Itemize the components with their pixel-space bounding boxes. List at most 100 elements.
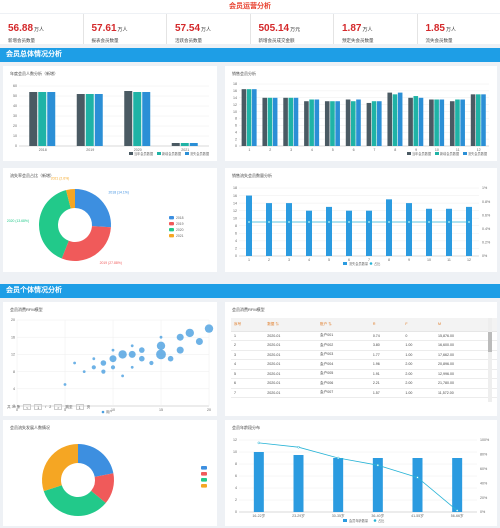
monthly-xtick-label: 5 [332, 148, 334, 152]
yearly-bar [85, 94, 94, 146]
mline-ytick-label: 4 [235, 239, 237, 243]
page-title: 会员运营分析 [0, 0, 500, 13]
age-bar [412, 458, 423, 512]
col-header-account[interactable]: 账户 ⇅ [317, 318, 370, 332]
age-y2tick-label: 80% [480, 453, 488, 457]
scatter-point [121, 374, 124, 378]
mline-bar [446, 208, 452, 256]
monthly-ytick-label: 18 [233, 82, 237, 86]
kpi-value: 56.88 [8, 23, 34, 34]
table-cell: 2020-01 [264, 378, 318, 389]
monthly-ytick-label: 10 [233, 110, 237, 114]
monthly-bar-card: 销售会员分析 18 16 14 12 10 8 6 4 2 0 1 2 3 4 5 6 7 8 9 10 11 12 当年会… [225, 66, 497, 161]
table-row[interactable]: 5 2020-01 会户005 1.91 2.00 12,996.00 [231, 369, 497, 379]
kpi-unit: 万人 [34, 27, 45, 33]
table-row[interactable]: 3 2020-01 会户003 1.77 1.00 17,662.00 [231, 350, 497, 360]
mline-legend-swatch [343, 262, 347, 265]
table-row[interactable]: 7 2020-01 会户007 1.57 1.00 11,572.00 [231, 388, 497, 398]
yearly-donut-slice [38, 190, 71, 259]
monthly-ytick-label: 2 [235, 137, 237, 141]
kpi-unit: 万人 [445, 27, 456, 33]
yearly-legend-swatch [157, 152, 161, 155]
monthly-bar [288, 97, 294, 146]
mline-ytick-label: 10 [233, 216, 237, 220]
chart-title: 销售会员分析 [232, 71, 256, 76]
age-line [258, 442, 458, 511]
chart-title: 年度会员人数分析（新增） [10, 71, 58, 76]
scatter-point [167, 355, 174, 362]
mline-y2tick-label: 0.4% [482, 227, 491, 231]
table-header-row: 序号 数据 ⇅ 账户 ⇅ R F M [231, 318, 497, 332]
table-cell: 2020-01 [264, 350, 318, 360]
scatter-point [111, 348, 115, 352]
col-header-date[interactable]: 数据 ⇅ [264, 318, 318, 332]
chart-title: 销售流失会员数量分析 [232, 173, 272, 178]
monthly-xtick-label: 11 [456, 148, 460, 152]
mline-point [447, 220, 451, 224]
scatter-legend-dot [101, 410, 105, 414]
table-cell: 会户003 [317, 350, 370, 360]
age-xtick-label: 41-55岁 [411, 513, 424, 518]
scatter-point [204, 324, 214, 333]
scatter-point [185, 328, 194, 338]
table-scrollbar[interactable] [488, 318, 492, 402]
monthly-xtick-label: 12 [477, 148, 481, 152]
pager-prev-button[interactable]: < [23, 404, 32, 410]
mline-y2tick-label: 1% [482, 186, 488, 190]
scatter-point [110, 365, 116, 370]
table-row[interactable]: 2 2020-01 会户002 3.80 1.00 16,600.00 [231, 340, 497, 351]
table-cell: 6 [231, 378, 265, 389]
age-y2tick-label: 20% [480, 496, 488, 500]
mline-xtick-label: 9 [408, 258, 410, 262]
chart-title: 会员消费RFM模型 [10, 307, 43, 312]
table-row[interactable]: 4 2020-01 会户004 1.96 2.00 20,896.00 [231, 359, 497, 370]
yearly-bar [38, 92, 47, 146]
mline-point [367, 220, 371, 224]
table-row[interactable]: 1 2020-01 会户001 0.74 0 15,876.00 [231, 331, 497, 341]
scrollbar-thumb[interactable] [488, 332, 492, 352]
monthly-bar [241, 89, 247, 146]
pager-goto-input[interactable]: 1 [75, 404, 84, 410]
monthly-bar [330, 101, 335, 146]
pager-next-button[interactable]: > [54, 404, 63, 410]
mline-ytick-label: 8 [235, 224, 237, 228]
scatter-point [128, 350, 136, 358]
mline-point [387, 220, 391, 224]
yearly-donut-slice [75, 189, 111, 228]
table-cell: 会户001 [317, 331, 370, 341]
monthly-bar [246, 89, 252, 146]
yearly-ytick-label: 10 [13, 134, 17, 138]
pager-current-page[interactable]: 1 [34, 404, 43, 410]
age-point [297, 445, 300, 449]
bottom-donut-slice [91, 473, 114, 503]
yearly-bar [94, 94, 103, 146]
scatter-ytick-label: 20 [11, 318, 15, 322]
chart-title: 会员流失发展人数情况 [10, 425, 50, 430]
table-row[interactable]: 6 2020-01 会户006 2.21 2.00 21,780.00 [231, 378, 497, 389]
bottom-donut-legend-swatch [201, 478, 207, 482]
scatter-xtick-label: 15 [159, 408, 163, 412]
kpi-unit: 万元 [290, 27, 301, 33]
mline-ytick-label: 12 [233, 209, 237, 213]
rfm-table-card: 会员消费RFM模型 序号 数据 ⇅ 账户 ⇅ R F M 1 2020-01 会户0… [225, 302, 497, 416]
scatter-point [73, 361, 76, 365]
bottom-donut-slice [43, 485, 106, 516]
monthly-bar [449, 101, 455, 146]
kpi-unit: 万人 [201, 27, 212, 33]
yearly-xtick-label: 2019 [86, 148, 94, 152]
monthly-legend-label: 新增会员数据 [440, 151, 460, 156]
table-cell: 0 [402, 331, 435, 341]
yearly-donut-label: 2019 (27.88%) [100, 261, 122, 265]
monthly-bar [408, 97, 413, 146]
yearly-legend-label: 流失会员数据 [190, 151, 210, 156]
yearly-bar-chart: 60 50 40 30 20 10 0 2018 2019 2020 2021 当年会员数据 新增会员数… [13, 84, 210, 156]
mline-ytick-label: 16 [233, 194, 237, 198]
chart-title: 会员年龄段分布 [232, 425, 260, 430]
mline-point [467, 220, 471, 224]
bottom-donut-chart [42, 444, 207, 516]
yearly-donut-legend-label: 2020 [176, 228, 184, 232]
age-point [257, 441, 261, 445]
table-cell: 2.00 [402, 378, 435, 389]
